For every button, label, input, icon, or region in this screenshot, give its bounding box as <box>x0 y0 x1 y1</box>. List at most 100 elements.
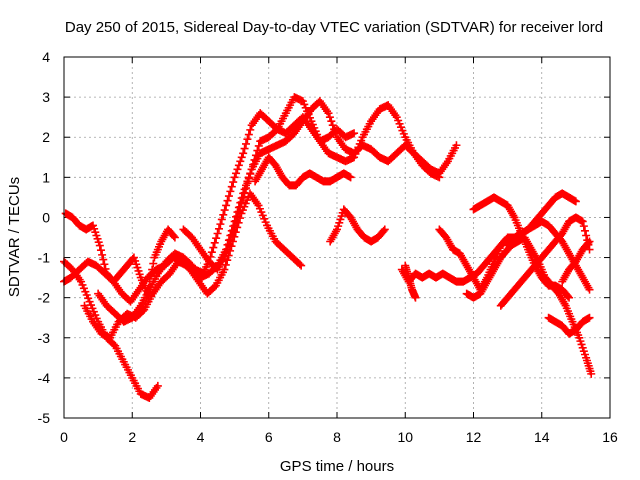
x-tick-label: 4 <box>197 429 205 445</box>
data-point <box>565 293 574 302</box>
data-point <box>149 259 158 268</box>
data-point <box>327 117 336 126</box>
data-point <box>230 173 239 182</box>
series-arc-p <box>544 313 594 338</box>
data-point <box>585 237 594 246</box>
data-point <box>579 222 588 231</box>
data-point <box>236 157 245 166</box>
y-tick-label: -5 <box>38 410 51 426</box>
x-tick-label: 12 <box>466 429 482 445</box>
data-point <box>239 149 248 158</box>
data-point <box>585 313 594 322</box>
data-point <box>224 192 233 201</box>
series-arc-f <box>179 93 461 274</box>
data-point <box>98 250 107 259</box>
data-point <box>148 265 157 274</box>
y-tick-label: 0 <box>42 209 50 225</box>
data-point <box>585 245 594 254</box>
data-point <box>234 203 243 212</box>
y-tick-label: 1 <box>42 169 50 185</box>
data-point <box>244 130 253 139</box>
series-arc-m <box>469 193 574 302</box>
data-point <box>435 173 444 182</box>
data-point <box>220 265 229 274</box>
data-point <box>242 181 250 190</box>
data-point <box>209 243 218 252</box>
data-point <box>223 196 232 205</box>
data-point <box>330 125 339 134</box>
data-point <box>452 141 461 150</box>
data-point <box>243 135 252 144</box>
data-point <box>216 220 225 229</box>
data-point <box>243 177 252 186</box>
data-point <box>232 169 241 178</box>
x-axis-label: GPS time / hours <box>280 458 394 475</box>
data-point <box>411 293 420 302</box>
data-point <box>578 217 587 226</box>
data-point <box>331 129 340 138</box>
data-point <box>585 285 594 294</box>
x-tick-label: 0 <box>60 429 68 445</box>
data-point <box>214 224 223 233</box>
data-point <box>223 256 232 265</box>
y-tick-label: -1 <box>38 250 51 266</box>
data-point <box>240 144 249 153</box>
data-point <box>222 201 231 210</box>
data-point <box>226 187 235 196</box>
data-point <box>227 226 236 235</box>
y-axis-label: SDTVAR / TECUs <box>6 177 23 297</box>
data-point <box>222 245 231 254</box>
series-arc-b <box>60 257 162 402</box>
y-tick-label: 2 <box>42 129 50 145</box>
data-point <box>325 113 334 122</box>
data-point <box>210 282 219 291</box>
data-point <box>246 125 255 134</box>
data-point <box>324 109 333 118</box>
y-tick-label: -2 <box>38 290 51 306</box>
data-point <box>242 139 250 148</box>
data-point <box>101 264 110 273</box>
data-point <box>213 229 222 238</box>
x-tick-label: 14 <box>534 429 550 445</box>
data-point <box>380 225 389 234</box>
data-point <box>207 248 216 257</box>
data-point <box>109 340 118 349</box>
grid-lines <box>63 56 611 419</box>
data-point <box>230 217 239 226</box>
data-point <box>226 231 235 240</box>
series-arc-g <box>196 97 444 282</box>
series-arc-i <box>326 205 389 246</box>
data-point <box>229 178 238 187</box>
y-tick-label: -4 <box>38 370 51 386</box>
chart-title: Day 250 of 2015, Sidereal Day-to-day VTE… <box>65 19 603 36</box>
data-point <box>328 121 337 130</box>
data-point <box>571 197 580 206</box>
data-point <box>234 161 243 170</box>
data-point <box>210 238 219 247</box>
series-arc-k <box>401 261 420 302</box>
data-point <box>217 215 226 224</box>
data-point <box>153 381 162 390</box>
data-point <box>224 236 233 245</box>
data-point <box>227 182 236 191</box>
data-point <box>350 129 359 138</box>
y-tick-label: 3 <box>42 89 50 105</box>
x-tick-label: 8 <box>333 429 341 445</box>
data-point <box>233 208 242 217</box>
x-tick-label: 10 <box>397 429 413 445</box>
data-point <box>96 246 105 255</box>
data-point <box>563 292 572 301</box>
data-point <box>169 232 178 241</box>
data-point <box>232 212 241 221</box>
data-point <box>237 153 246 162</box>
data-point <box>99 255 108 264</box>
data-point <box>244 173 253 182</box>
series-arc-n <box>462 189 580 302</box>
y-tick-label: -3 <box>38 330 51 346</box>
data-point <box>584 238 593 247</box>
data-point <box>297 261 306 270</box>
data-point <box>95 241 104 250</box>
data-point <box>379 226 388 235</box>
series-arc-o <box>496 213 594 310</box>
